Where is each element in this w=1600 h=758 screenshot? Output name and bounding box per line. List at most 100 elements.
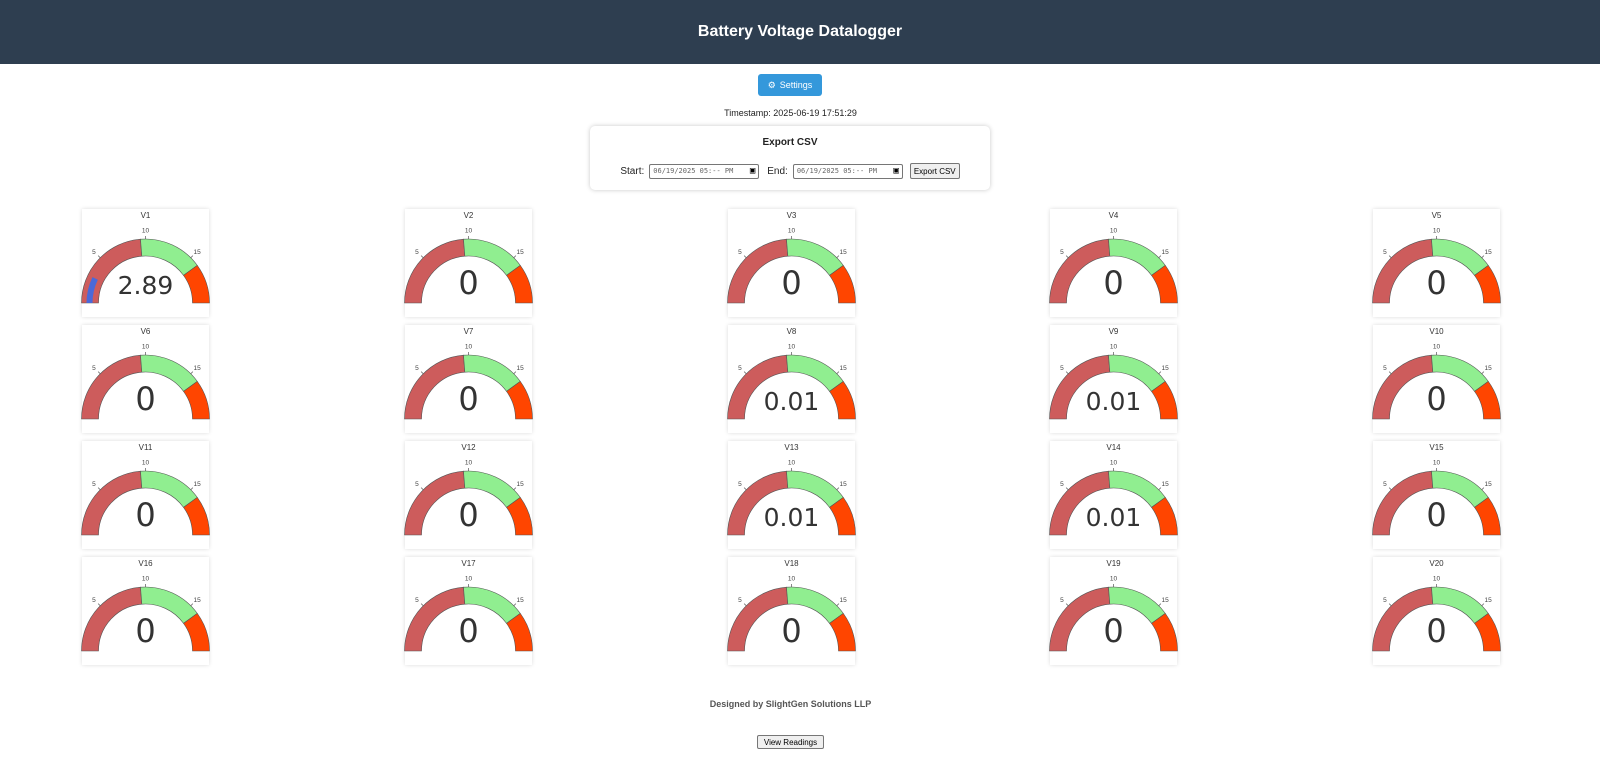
- gauge-tick-label: 15: [1485, 365, 1493, 372]
- gauge-tick-label: 15: [1162, 481, 1170, 488]
- gauge-tick: [420, 487, 424, 490]
- gauge-tick-label: 15: [1485, 597, 1493, 604]
- gauge-tick-label: 5: [415, 249, 419, 256]
- gauge-zone: [1474, 496, 1501, 536]
- gauge-zone: [506, 496, 533, 536]
- gauge-value: 0: [458, 264, 478, 302]
- voltage-gauge: V5 5 10 15 0: [1372, 211, 1501, 304]
- gauge-zone: [1049, 238, 1111, 304]
- gauge-value: 0.01: [1086, 503, 1142, 532]
- gauge-tick-label: 10: [1433, 576, 1441, 583]
- gauge-zone: [1372, 354, 1434, 420]
- gauge-zone: [183, 264, 210, 304]
- end-datetime-input[interactable]: 06/19/2025 05:-- PM ▣: [792, 163, 903, 179]
- gauge-zone: [829, 264, 856, 304]
- gauge-tick-label: 10: [788, 344, 796, 351]
- view-readings-button[interactable]: View Readings: [757, 735, 824, 749]
- gauge-title: V9: [1109, 327, 1119, 336]
- gauge-zone: [81, 354, 143, 420]
- gauge-title: V16: [138, 559, 153, 568]
- gauge-tick: [190, 255, 194, 258]
- gauge-title: V4: [1109, 211, 1119, 220]
- gauge-card: V5 5 10 15 0: [1372, 209, 1501, 317]
- gauge-title: V11: [139, 443, 153, 452]
- gauge-card: V15 5 10 15 0: [1372, 441, 1501, 549]
- voltage-gauge: V11 5 10 15 0: [81, 443, 210, 536]
- gauge-zone: [404, 354, 466, 420]
- gauge-tick-label: 15: [194, 481, 202, 488]
- gauge-tick-label: 15: [840, 481, 848, 488]
- gauge-tick-label: 10: [465, 228, 473, 235]
- gauge-tick: [1158, 371, 1162, 374]
- gauge-tick-label: 5: [1383, 481, 1387, 488]
- gauge-value-bar: [86, 277, 98, 303]
- export-csv-button[interactable]: Export CSV: [909, 163, 960, 179]
- gauge-value: 0: [1103, 264, 1123, 302]
- gauge-tick: [190, 603, 194, 606]
- gauge-tick-label: 15: [1162, 249, 1170, 256]
- gauge-value: 0: [1426, 612, 1446, 650]
- gauge-card: V19 5 10 15 0: [1049, 557, 1178, 665]
- voltage-gauge: V20 5 10 15 0: [1372, 559, 1501, 652]
- voltage-gauge: V18 5 10 15 0: [727, 559, 856, 652]
- gauge-tick: [1481, 371, 1485, 374]
- gauge-title: V3: [787, 211, 797, 220]
- start-datetime-value: 06/19/2025 05:-- PM: [653, 167, 734, 175]
- gauge-tick-label: 15: [517, 597, 525, 604]
- gauge-tick-label: 5: [1060, 365, 1064, 372]
- gauge-zone: [404, 586, 466, 652]
- gauge-tick: [1481, 603, 1485, 606]
- gauge-title: V7: [464, 327, 474, 336]
- gauge-value: 0: [458, 612, 478, 650]
- voltage-gauge: V16 5 10 15 0: [81, 559, 210, 652]
- gauge-tick: [743, 255, 747, 258]
- gauge-value: 0: [135, 380, 155, 418]
- voltage-gauge: V1 5 10 15 2.89: [81, 211, 210, 304]
- gauge-tick-label: 10: [1110, 344, 1118, 351]
- gauge-tick-label: 15: [1162, 365, 1170, 372]
- gauge-zone: [506, 612, 533, 652]
- gauge-tick: [1388, 487, 1392, 490]
- gauge-tick-label: 10: [142, 460, 150, 467]
- calendar-icon[interactable]: ▣: [749, 165, 756, 176]
- gauge-value: 0: [1426, 380, 1446, 418]
- gauge-tick: [1065, 371, 1069, 374]
- calendar-icon[interactable]: ▣: [893, 165, 899, 176]
- gauge-zone: [1108, 354, 1166, 392]
- gauge-card: V12 5 10 15 0: [404, 441, 533, 549]
- gauge-zone: [829, 380, 856, 420]
- gauge-tick-label: 10: [788, 576, 796, 583]
- start-datetime-input[interactable]: 06/19/2025 05:-- PM ▣: [649, 163, 760, 179]
- gauge-zone: [829, 612, 856, 652]
- gauge-card: V7 5 10 15 0: [404, 325, 533, 433]
- gauge-tick-label: 5: [92, 249, 96, 256]
- gauge-tick: [420, 371, 424, 374]
- gauge-tick-label: 10: [465, 576, 473, 583]
- gauge-zone: [786, 354, 844, 392]
- gauge-zone: [1151, 496, 1178, 536]
- gauge-tick-label: 5: [415, 597, 419, 604]
- gauge-tick-label: 5: [738, 365, 742, 372]
- gauge-tick-label: 15: [517, 365, 525, 372]
- gauge-title: V18: [784, 559, 799, 568]
- gauge-zone: [786, 470, 844, 508]
- settings-label: Settings: [779, 80, 813, 90]
- settings-button[interactable]: ⚙ Settings: [758, 74, 822, 96]
- gauge-tick: [513, 255, 517, 258]
- gauge-tick-label: 5: [1060, 249, 1064, 256]
- gauge-tick: [513, 603, 517, 606]
- page-title: Battery Voltage Datalogger: [697, 23, 903, 40]
- gauge-title: V2: [464, 211, 474, 220]
- voltage-gauge: V9 5 10 15 0.01: [1049, 327, 1178, 420]
- gauge-value: 0: [1103, 612, 1123, 650]
- voltage-gauge: V17 5 10 15 0: [404, 559, 533, 652]
- gauge-zone: [140, 238, 198, 276]
- gauge-zone: [81, 586, 143, 652]
- app-header: Battery Voltage Datalogger: [0, 0, 1600, 64]
- gauge-value: 0: [458, 380, 478, 418]
- voltage-gauge: V19 5 10 15 0: [1049, 559, 1178, 652]
- footer-credit: Designed by SlightGen Solutions LLP: [709, 699, 872, 709]
- gauge-tick: [1158, 487, 1162, 490]
- gauge-tick-label: 15: [194, 365, 202, 372]
- gauge-value: 0.01: [764, 503, 820, 532]
